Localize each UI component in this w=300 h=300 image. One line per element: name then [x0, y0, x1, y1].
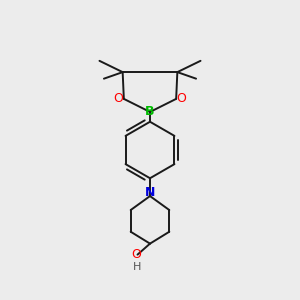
Text: O: O [177, 92, 186, 105]
Text: B: B [145, 106, 155, 118]
Text: O: O [114, 92, 123, 105]
Text: N: N [145, 186, 155, 199]
Text: H: H [133, 262, 142, 272]
Text: O: O [131, 248, 141, 261]
